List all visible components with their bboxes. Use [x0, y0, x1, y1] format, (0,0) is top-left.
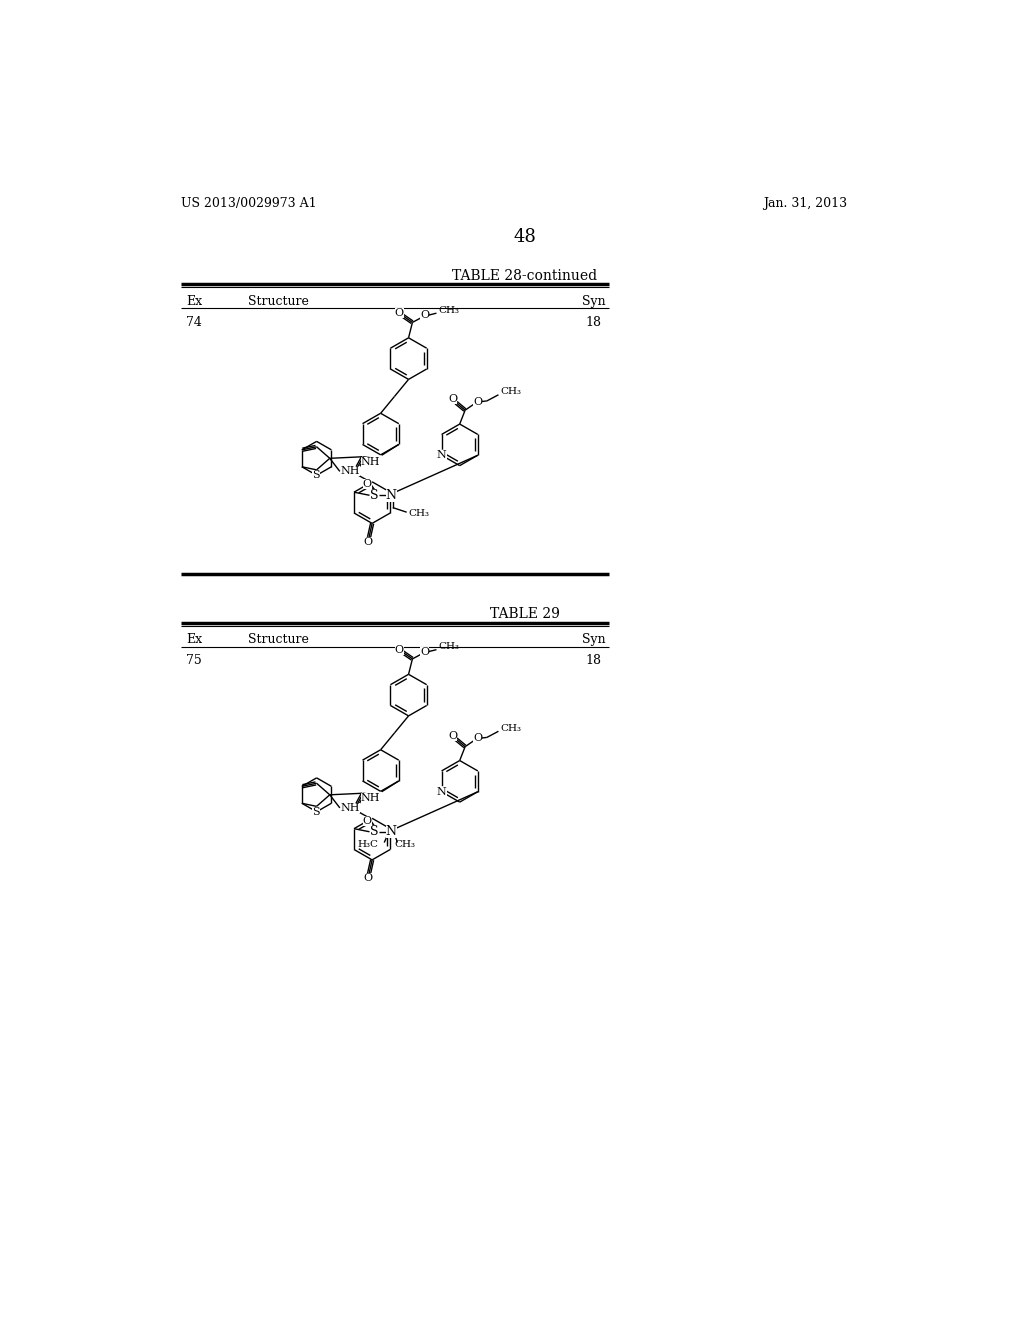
Text: O: O — [394, 644, 403, 655]
Text: O: O — [362, 479, 372, 490]
Text: CH₃: CH₃ — [438, 306, 459, 314]
Text: O: O — [420, 310, 429, 321]
Text: S: S — [370, 488, 379, 502]
Text: O: O — [349, 467, 358, 477]
Text: Ex: Ex — [186, 294, 203, 308]
Text: NH: NH — [360, 793, 380, 804]
Text: Structure: Structure — [248, 294, 309, 308]
Text: 18: 18 — [586, 655, 601, 668]
Text: CH₃: CH₃ — [500, 723, 521, 733]
Text: CH₃: CH₃ — [438, 642, 459, 651]
Text: N: N — [436, 787, 446, 797]
Text: O: O — [362, 816, 372, 826]
Text: O: O — [449, 395, 458, 404]
Text: N: N — [436, 450, 446, 461]
Text: N: N — [386, 825, 396, 838]
Text: S: S — [370, 825, 379, 838]
Text: Structure: Structure — [248, 634, 309, 647]
Text: Syn: Syn — [583, 634, 606, 647]
Text: O: O — [362, 874, 372, 883]
Text: O: O — [362, 537, 372, 546]
Text: TABLE 29: TABLE 29 — [489, 607, 560, 620]
Text: CH₃: CH₃ — [409, 510, 429, 519]
Text: CH₃: CH₃ — [500, 387, 521, 396]
Text: O: O — [394, 308, 403, 318]
Text: O: O — [473, 397, 482, 407]
Text: 48: 48 — [513, 227, 537, 246]
Text: O: O — [349, 804, 358, 813]
Text: O: O — [473, 733, 482, 743]
Text: NH: NH — [360, 457, 380, 467]
Text: NH: NH — [341, 466, 360, 477]
Text: O: O — [420, 647, 429, 657]
Text: 75: 75 — [186, 655, 202, 668]
Text: S: S — [312, 470, 319, 480]
Text: H₃C: H₃C — [357, 841, 379, 849]
Text: Syn: Syn — [583, 294, 606, 308]
Text: TABLE 28-continued: TABLE 28-continued — [453, 268, 597, 282]
Text: Jan. 31, 2013: Jan. 31, 2013 — [764, 197, 848, 210]
Text: O: O — [449, 731, 458, 741]
Text: 74: 74 — [186, 317, 202, 329]
Text: Ex: Ex — [186, 634, 203, 647]
Text: N: N — [386, 488, 396, 502]
Text: S: S — [312, 807, 319, 817]
Text: NH: NH — [341, 803, 360, 813]
Text: CH₃: CH₃ — [394, 841, 416, 849]
Text: US 2013/0029973 A1: US 2013/0029973 A1 — [180, 197, 316, 210]
Text: 18: 18 — [586, 317, 601, 329]
